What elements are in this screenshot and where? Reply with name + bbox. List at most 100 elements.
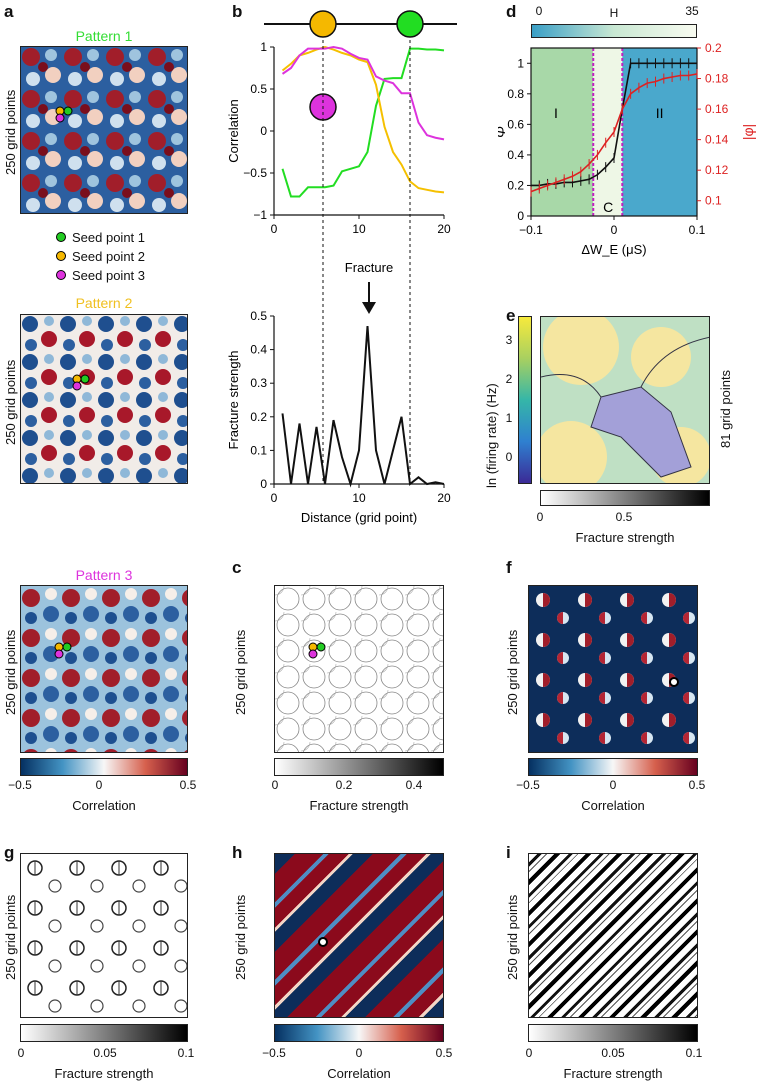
frac-tick-g-2: 0.1: [177, 1046, 195, 1060]
panel-label-g: g: [4, 843, 15, 862]
corr-label-a: Correlation: [72, 798, 136, 813]
frac-tick-i-1: 0.05: [601, 1046, 625, 1060]
corr-tick-a-0: −0.5: [8, 778, 32, 792]
region-i: [531, 48, 594, 216]
d-ytick-label-0: 0: [517, 209, 524, 223]
frac-xtick-label-2: 20: [437, 491, 451, 505]
fr-tick-1: 1: [505, 411, 513, 425]
legend-seed1-label: Seed point 1: [72, 230, 146, 245]
region-c: [593, 48, 623, 216]
corr-tick-f-1: 0: [609, 778, 617, 792]
d-xtick-label-0: −0.1: [519, 223, 543, 237]
d-ytick-label-4: 0.8: [507, 87, 524, 101]
corr-ytick-label-1: −0.5: [243, 166, 267, 180]
seed3-marker: [56, 270, 66, 280]
pattern2-ylabel: 250 grid points: [3, 359, 18, 445]
frac-tick-g-1: 0.05: [93, 1046, 117, 1060]
pattern3-title: Pattern 3: [75, 567, 133, 583]
frac-ytick-label-5: 0.5: [250, 309, 267, 323]
corr-ytick-label-0: −1: [253, 208, 267, 222]
d-ytick-label-1: 0.2: [507, 178, 524, 192]
H-tick-0: 0: [535, 4, 543, 18]
correlation-map-f: [528, 585, 698, 753]
region-C-label: C: [603, 199, 613, 215]
corr-tick-h-2: 0.5: [435, 1046, 453, 1060]
frac-ylabel: Fracture strength: [226, 351, 241, 450]
fracture-map-i: [528, 853, 698, 1018]
frac-tick-c-0: 0: [271, 778, 279, 792]
d-ytick-label-5: 1: [517, 56, 524, 70]
panel-label-f: f: [506, 558, 512, 577]
frac-series-fracture-strength: [281, 326, 445, 488]
frac-label-c: Fracture strength: [309, 798, 409, 813]
corr-xtick-label-0: 0: [271, 222, 278, 236]
frac-colorbar-e: [540, 490, 710, 506]
d-rtick-label-3: 0.16: [705, 102, 729, 116]
region-I-label: I: [554, 105, 558, 121]
frac-colorbar-g: [20, 1024, 188, 1042]
corr-series-seed-point-3: [281, 45, 445, 141]
d-xlabel: ΔW_E (μS): [581, 242, 646, 257]
corr-tick-a-2: 0.5: [179, 778, 197, 792]
pattern1-title: Pattern 1: [75, 28, 133, 44]
panel-label-b: b: [232, 2, 243, 21]
pattern2-map: [20, 314, 188, 484]
f-ylabel: 250 grid points: [505, 629, 520, 715]
H-label: H: [609, 6, 619, 20]
frac-tick-e-0: 0: [536, 510, 544, 524]
corr-ytick-label-3: 0.5: [250, 82, 267, 96]
frac-ytick-label-1: 0.1: [250, 443, 267, 457]
seed2-marker-b: [309, 10, 337, 38]
frac-colorbar-c: [274, 758, 444, 776]
frac-ytick-label-2: 0.2: [250, 410, 267, 424]
seed-legend: Seed point 1 Seed point 2 Seed point 3: [56, 228, 145, 285]
corr-tick-h-1: 0: [355, 1046, 363, 1060]
corr-colorbar-f: [528, 758, 698, 776]
d-xtick-label-2: 0.1: [689, 223, 706, 237]
panel-label-i: i: [506, 843, 511, 862]
fracture-arrow-head: [362, 302, 376, 314]
firing-rate-map: [540, 316, 710, 484]
fracture-map-g: [20, 853, 188, 1018]
corr-colorbar-a: [20, 758, 188, 776]
frac-tick-e-1: 0.5: [615, 510, 633, 524]
panel-d-plot: I IIC00.20.40.60.810.10.120.140.160.180.2…: [498, 41, 756, 257]
pattern3-map: [20, 585, 188, 753]
frac-xlabel: Distance (grid point): [301, 510, 417, 525]
legend-item-seed3: Seed point 3: [56, 266, 145, 285]
legend-item-seed1: Seed point 1: [56, 228, 145, 247]
seed1-marker: [56, 232, 66, 242]
legend-seed2-label: Seed point 2: [72, 249, 146, 264]
g-ylabel: 250 grid points: [3, 894, 18, 980]
frac-colorbar-i: [528, 1024, 698, 1042]
pattern1-ylabel: 250 grid points: [3, 89, 18, 175]
region-ii: [622, 48, 697, 216]
panel-label-d: d: [506, 2, 517, 21]
fracture-annotation: Fracture: [345, 260, 393, 275]
i-ylabel: 250 grid points: [505, 894, 520, 980]
panel-label-a: a: [4, 2, 14, 21]
frac-label-g: Fracture strength: [54, 1066, 154, 1081]
h-ylabel: 250 grid points: [233, 894, 248, 980]
c-ylabel: 250 grid points: [233, 629, 248, 715]
corr-series-seed-point-1: [281, 47, 445, 198]
corr-label-h: Correlation: [327, 1066, 391, 1081]
corr-colorbar-h: [274, 1024, 444, 1042]
panel-label-h: h: [232, 843, 243, 862]
corr-tick-f-2: 0.5: [688, 778, 706, 792]
d-ylabel-right: |φ|: [740, 124, 756, 140]
d-xtick-label-1: 0: [611, 223, 618, 237]
H-colorbar: [531, 24, 697, 38]
frac-tick-c-1: 0.2: [335, 778, 353, 792]
frac-ytick-label-0: 0: [260, 477, 267, 491]
d-rtick-label-0: 0.1: [705, 194, 722, 208]
frac-label-e: Fracture strength: [575, 530, 675, 545]
region-II-label: II: [656, 105, 664, 121]
frac-xtick-label-1: 10: [352, 491, 366, 505]
firing-rate-label: ln (firing rate) (Hz): [484, 383, 499, 488]
corr-tick-a-1: 0: [95, 778, 103, 792]
pattern2-title: Pattern 2: [75, 295, 133, 311]
corr-ytick-label-2: 0: [260, 124, 267, 138]
